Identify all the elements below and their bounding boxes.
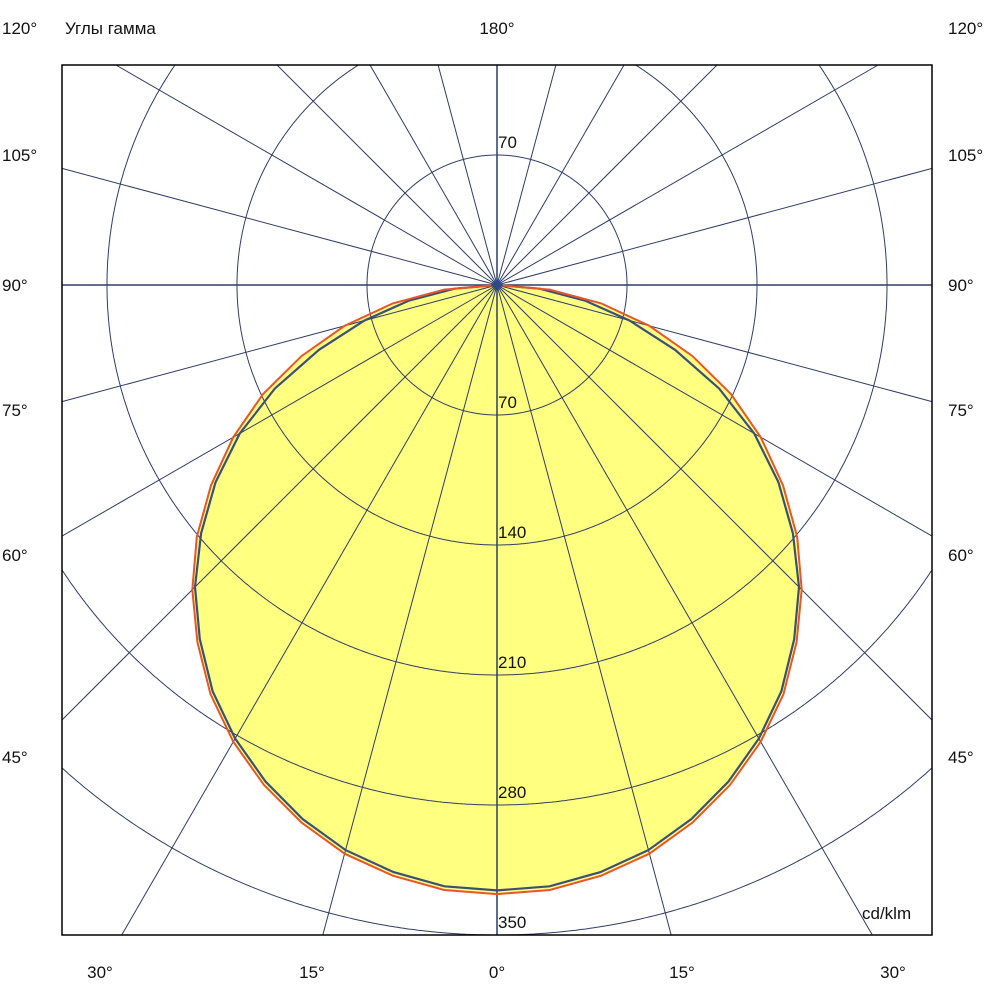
left-angle-label: 75° xyxy=(2,401,28,420)
grid-radial-line-345 xyxy=(322,284,498,936)
ring-label-280: 280 xyxy=(498,783,526,802)
left-angle-label: 105° xyxy=(2,146,37,165)
chart-title: Углы гамма xyxy=(65,19,156,38)
ring-label-350: 350 xyxy=(498,913,526,932)
right-angle-label: 45° xyxy=(948,748,974,767)
grid-radial-line-75 xyxy=(496,284,933,403)
grid-radial-line-285 xyxy=(61,284,498,403)
intensity-curve-c0-c180 xyxy=(191,283,803,896)
left-angle-label: 60° xyxy=(2,546,28,565)
left-angle-label: 90° xyxy=(2,276,28,295)
grid-radial-line-210 xyxy=(369,64,498,286)
grid-radial-line-315 xyxy=(61,284,498,721)
intensity-curve-c90-c270 xyxy=(193,283,801,892)
grid-radial-line-105 xyxy=(496,167,933,286)
grid-ring-210 xyxy=(106,65,888,676)
top-angle-label: 180° xyxy=(479,19,514,38)
right-angle-label: 75° xyxy=(948,401,974,420)
grid-radial-line-120 xyxy=(496,64,879,286)
grid-radial-line-15 xyxy=(496,284,672,936)
left-angle-label: 45° xyxy=(2,748,28,767)
ring-label-210: 210 xyxy=(498,653,526,672)
grid-radial-line-60 xyxy=(496,284,933,537)
unit-label: cd/klm xyxy=(862,904,911,923)
plot-frame xyxy=(61,64,933,936)
grid-radial-line-240 xyxy=(115,64,498,286)
grid-ring-280 xyxy=(61,569,933,806)
grid-radial-line-225 xyxy=(276,64,498,286)
right-angle-label: 60° xyxy=(948,546,974,565)
ring-label-70: 70 xyxy=(498,393,517,412)
grid-ring-350 xyxy=(61,767,933,936)
grid-radial-line-165 xyxy=(496,64,557,286)
plot-area xyxy=(61,64,933,936)
bottom-angle-label: 15° xyxy=(669,963,695,982)
left-angle-label: 120° xyxy=(2,19,37,38)
ring-label-upper-70: 70 xyxy=(498,133,517,152)
bottom-angle-label: 30° xyxy=(880,963,906,982)
ring-label-140: 140 xyxy=(498,523,526,542)
grid-radial-line-30 xyxy=(496,284,873,936)
grid-radial-line-135 xyxy=(496,64,718,286)
center-marker xyxy=(491,279,503,291)
bottom-angle-label: 30° xyxy=(87,963,113,982)
grid-radial-line-150 xyxy=(496,64,625,286)
grid-radial-line-195 xyxy=(437,64,498,286)
grid-radial-line-45 xyxy=(496,284,933,721)
bottom-angle-label: 15° xyxy=(299,963,325,982)
right-angle-label: 105° xyxy=(948,146,983,165)
right-angle-label: 120° xyxy=(948,19,983,38)
grid-radial-line-255 xyxy=(61,167,498,286)
bottom-angle-label: 0° xyxy=(489,963,505,982)
grid-ring-140 xyxy=(236,64,758,546)
right-angle-label: 90° xyxy=(948,276,974,295)
grid-radial-line-330 xyxy=(121,284,498,936)
grid-radial-line-300 xyxy=(61,284,498,537)
